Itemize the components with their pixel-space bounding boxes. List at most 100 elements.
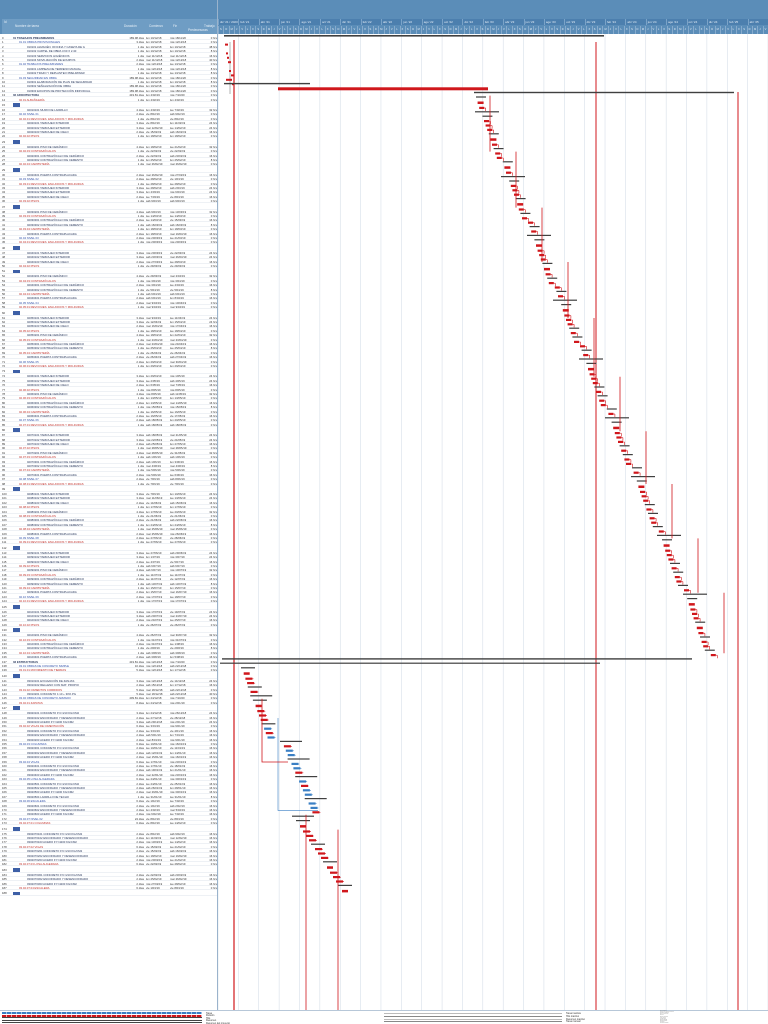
table-row[interactable]: 109 02080401 PUERTA CONTRAPLACADA 2 días ma… — [0, 532, 218, 536]
table-row[interactable]: 167 03020504 LADRILLO DE TECHO 1 día jue 31… — [0, 795, 218, 799]
table-row[interactable]: 53 02.04.03 CONTRAZÓCALOS 1 día mié 3/04/19… — [0, 279, 218, 283]
outline-toggle-icon[interactable] — [13, 428, 20, 433]
task-bar[interactable] — [562, 309, 569, 312]
table-row[interactable]: 81 02060302 CONTRAZÓCALO DE CEMENTO 1 día m… — [0, 405, 218, 410]
table-row[interactable]: 125 — [0, 604, 218, 610]
table-row[interactable]: 26 02020301 CONTRAZÓCALO DE CERÁMICO 2 día… — [0, 154, 218, 158]
table-row[interactable]: 68 02050302 CONTRAZÓCALO DE CEMENTO 1 día j… — [0, 346, 218, 351]
table-row[interactable]: 65 02050201 PISO DE CERÁMICO 4 días jue 18/… — [0, 333, 218, 338]
table-row[interactable]: 136 02100401 PUERTA CONTRAPLACADA 2 días sá… — [0, 655, 218, 660]
task-bar[interactable] — [544, 267, 550, 271]
table-row[interactable]: 60 — [0, 310, 218, 316]
table-row[interactable]: 50 02.04.02 PISOS 1 día vie 29/03/19 vie 29/… — [0, 264, 218, 268]
task-bar[interactable] — [514, 193, 519, 196]
table-row[interactable]: 174 — [0, 826, 218, 832]
table-row[interactable]: 79 02.06.03 CONTRAZÓCALOS 1 día lun 13/05/1… — [0, 396, 218, 401]
table-row[interactable]: 132 02.10.03 CONTRAZÓCALOS 1 día mié 31/07/… — [0, 638, 218, 642]
task-bar[interactable] — [309, 839, 316, 842]
task-bar[interactable] — [247, 682, 255, 685]
summary-bar[interactable] — [296, 820, 310, 822]
table-row[interactable]: 135 02.10.04 CARPINTERÍA 1 día sáb 3/08/19 s… — [0, 651, 218, 655]
summary-bar[interactable] — [501, 176, 525, 178]
task-bar[interactable] — [666, 554, 672, 557]
table-row[interactable]: 18 02.02.01 REVOQUES, ENLUCIDOS Y MOLDURA… — [0, 117, 218, 121]
task-bar[interactable] — [608, 412, 614, 415]
table-row[interactable]: 144 03010201 CONCRETO 1:10 + 30% PG 5 días… — [0, 692, 218, 696]
task-bar[interactable] — [336, 880, 343, 883]
task-bar[interactable] — [227, 56, 229, 59]
summary-bar[interactable] — [652, 526, 663, 528]
task-bar[interactable] — [333, 876, 340, 879]
task-bar[interactable] — [692, 612, 697, 615]
table-row[interactable]: 100 02080101 TARRAJEO INTERIOR 3 días vie 7… — [0, 492, 218, 496]
summary-bar[interactable] — [605, 417, 629, 419]
task-bar[interactable] — [600, 404, 606, 407]
table-row[interactable]: 104 02080201 PISO DE CERÁMICO 4 días lun 17… — [0, 510, 218, 514]
task-bar[interactable] — [614, 432, 620, 435]
table-row[interactable]: 54 02040301 CONTRAZÓCALO DE CERÁMICO 2 día… — [0, 283, 218, 288]
task-bar[interactable] — [485, 124, 491, 127]
task-bar[interactable] — [696, 626, 703, 630]
summary-bar[interactable] — [683, 593, 707, 595]
task-bar[interactable] — [641, 495, 647, 498]
outline-toggle-icon[interactable] — [13, 826, 20, 831]
summary-bar[interactable] — [556, 290, 567, 292]
task-bar[interactable] — [599, 399, 605, 402]
task-bar[interactable] — [283, 745, 291, 748]
task-bar[interactable] — [698, 632, 704, 635]
task-bar[interactable] — [301, 784, 308, 787]
summary-bar[interactable] — [611, 421, 622, 423]
task-bar[interactable] — [299, 780, 307, 783]
table-row[interactable]: 98 02.08.01 REVOQUES, ENLUCIDOS Y MOLDURA… — [0, 482, 218, 486]
task-bar[interactable] — [570, 332, 576, 335]
table-row[interactable]: 106 02080301 CONTRAZÓCALO DE CERÁMICO 2 dí… — [0, 518, 218, 523]
task-bar[interactable] — [226, 78, 232, 81]
task-bar[interactable] — [255, 704, 262, 708]
task-bar[interactable] — [479, 106, 485, 109]
table-row[interactable]: 112 — [0, 545, 218, 551]
col-name-header[interactable]: Nombre de tarea — [15, 24, 39, 28]
task-bar[interactable] — [710, 654, 716, 657]
summary-bar[interactable] — [561, 304, 572, 306]
summary-bar[interactable] — [295, 776, 318, 778]
table-row[interactable]: 111 02.09.01 REVOQUES, ENLUCIDOS Y MOLDUR… — [0, 540, 218, 545]
table-row[interactable]: 75 02060102 TARRAJEO EXTERIOR 3 días jue 2/… — [0, 379, 218, 383]
table-row[interactable]: 159 03.02.04 VIGAS 6 días jue 17/01/19 mié 2… — [0, 760, 218, 764]
table-row[interactable]: 14 02.01 ALBAÑILERÍA 1 día lun 4/02/19 lun 4… — [0, 98, 218, 102]
summary-bar[interactable] — [619, 445, 630, 447]
summary-bar[interactable] — [597, 395, 608, 397]
task-bar[interactable] — [510, 184, 516, 187]
outline-toggle-icon[interactable] — [13, 369, 20, 374]
task-bar[interactable] — [330, 871, 337, 874]
table-row[interactable]: 96 02070401 PUERTA CONTRAPLACADA 2 días mié… — [0, 473, 218, 477]
table-row[interactable]: 150 03020103 ACERO FY=4200 KG/CM2 3 días sá… — [0, 720, 218, 724]
table-row[interactable]: 8 010202 TRAZO Y REPLANTEO PRELIMINAR 1 dí… — [0, 71, 218, 76]
task-bar[interactable] — [250, 690, 258, 693]
summary-bar[interactable] — [529, 226, 540, 228]
task-bar[interactable] — [658, 530, 664, 533]
table-row[interactable]: 59 02.05.01 REVOQUES, ENLUCIDOS Y MOLDURA… — [0, 305, 218, 310]
table-row[interactable]: 161 03020402 ENCOFRADO Y DESENCOFRADO 2 dí… — [0, 768, 218, 773]
table-row[interactable]: 39 02.03.03 CONTRAZÓCALOS 1 día jue 14/03/1… — [0, 214, 218, 218]
table-row[interactable]: 121 02.09.04 CARPINTERÍA 1 día lun 15/07/19… — [0, 586, 218, 590]
task-bar[interactable] — [278, 87, 488, 91]
table-row[interactable]: 103 02.08.02 PISOS 1 día lun 17/06/19 lun 17… — [0, 505, 218, 510]
table-row[interactable]: 76 02060103 TARRAJEO DE CIELO 2 días lun 6/… — [0, 383, 218, 388]
table-row[interactable]: 130 — [0, 627, 218, 634]
table-row[interactable]: 10 010301 ELABORACIÓN DE PLAN DE SEGURIDA… — [0, 80, 218, 84]
task-bar[interactable] — [484, 120, 489, 123]
table-row[interactable]: 45 02.04.01 REVOQUES, ENLUCIDOS Y MOLDURA… — [0, 240, 218, 245]
task-bar[interactable] — [537, 249, 543, 252]
table-row[interactable]: 162 03020403 ACERO FY=4200 KG/CM2 2 días ma… — [0, 773, 218, 777]
table-row[interactable]: 55 02040302 CONTRAZÓCALO DE CEMENTO 1 día v… — [0, 288, 218, 292]
table-row[interactable]: 172 03.02.07 NIVEL 02 24 días vie 8/02/19 vi… — [0, 817, 218, 821]
table-row[interactable]: 78 02060201 PISO DE CERÁMICO 4 días mié 8/0… — [0, 392, 218, 396]
outline-toggle-icon[interactable] — [13, 140, 20, 144]
task-bar[interactable] — [588, 367, 594, 371]
table-row[interactable]: 131 02100201 PISO DE CERÁMICO 4 días vie 26… — [0, 633, 218, 638]
col-id-header[interactable]: Id — [4, 20, 7, 24]
summary-bar[interactable] — [636, 480, 647, 482]
outline-toggle-icon[interactable] — [13, 246, 20, 250]
task-bar[interactable] — [321, 856, 328, 859]
outline-toggle-icon[interactable] — [13, 891, 20, 896]
